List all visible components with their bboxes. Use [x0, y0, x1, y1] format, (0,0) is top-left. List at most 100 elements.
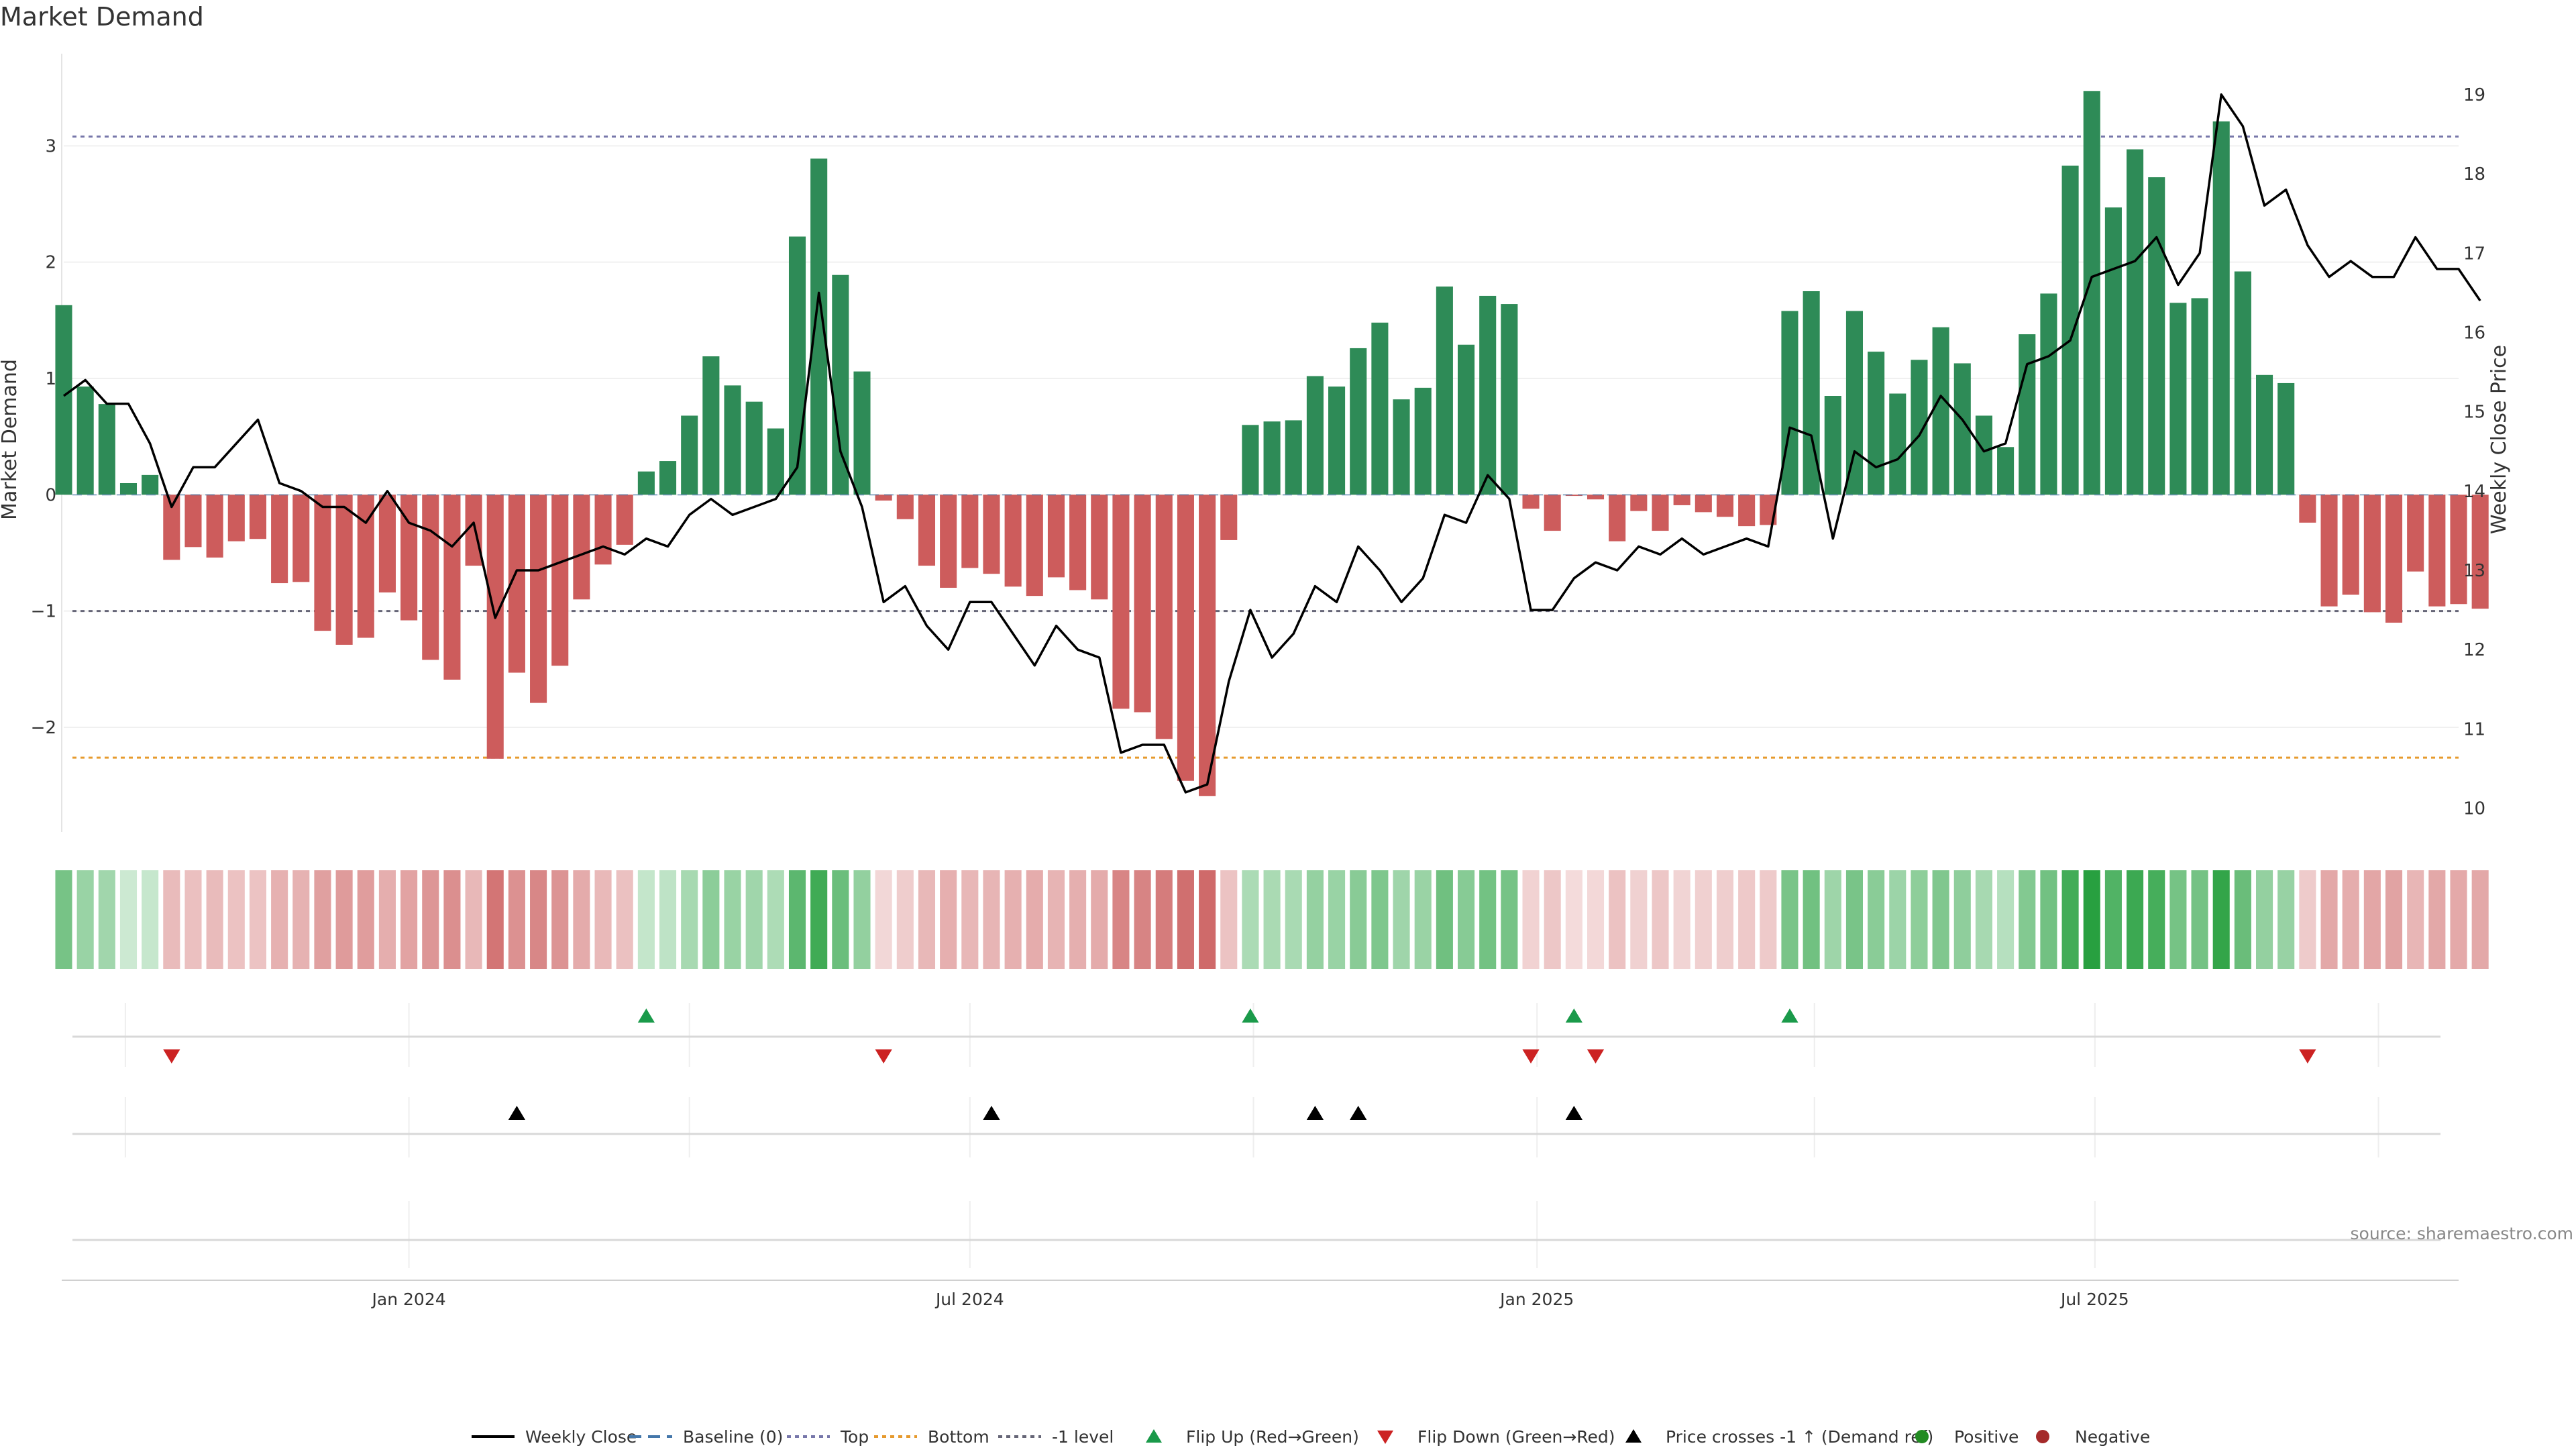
heat-cell [616, 870, 633, 969]
heat-cell [1673, 870, 1690, 969]
heat-cell [1199, 870, 1216, 969]
heat-cell [1177, 870, 1194, 969]
flip-up-marker [1242, 1008, 1259, 1023]
demand-bar [227, 495, 245, 541]
heat-cell [1026, 870, 1043, 969]
heat-cell [1091, 870, 1108, 969]
demand-bar [594, 495, 612, 565]
heat-cell [2019, 870, 2036, 969]
heat-cell [1263, 870, 1281, 969]
heat-cell [681, 870, 698, 969]
y-tick-label: 2 [45, 253, 56, 273]
heat-cell [55, 870, 72, 969]
legend-label: Weekly Close [525, 1427, 637, 1447]
heat-cell [1932, 870, 1949, 969]
heat-cell [1911, 870, 1928, 969]
demand-bar [335, 495, 353, 645]
demand-bar [1026, 495, 1043, 597]
demand-bar [1155, 495, 1173, 739]
reference-lines [72, 135, 2459, 759]
heat-cell [2040, 870, 2057, 969]
demand-bar [1393, 399, 1410, 495]
demand-bar [2169, 303, 2187, 495]
heat-cell [530, 870, 547, 969]
demand-bars [55, 91, 2489, 796]
price-cross-marker [1565, 1106, 1582, 1120]
y-tick-label: 1 [45, 369, 56, 389]
heat-cell [422, 870, 439, 969]
heat-cell [357, 870, 374, 969]
heat-cell [119, 870, 138, 969]
legend-swatch [1146, 1429, 1162, 1443]
demand-bar [1220, 495, 1238, 540]
demand-bar [1824, 396, 1841, 495]
heat-cell [1889, 870, 1907, 969]
y2-tick-label: 15 [2463, 403, 2485, 423]
heat-cell [896, 870, 914, 969]
heat-cell [1544, 870, 1561, 969]
heat-cell [810, 870, 828, 969]
demand-bar [681, 415, 698, 495]
heat-cell [875, 870, 892, 969]
demand-bar [940, 495, 957, 588]
flip-down-marker [875, 1049, 892, 1064]
demand-bar [422, 495, 439, 660]
demand-heat-strip [55, 870, 2489, 969]
heat-cell [271, 870, 288, 969]
legend-label: Flip Down (Green→Red) [1417, 1427, 1615, 1447]
demand-bar [616, 495, 633, 545]
heat-cell [2363, 870, 2381, 969]
demand-bar [2320, 495, 2338, 607]
demand-bar [745, 401, 763, 495]
demand-bar [659, 461, 677, 495]
legend-label: Bottom [928, 1427, 989, 1447]
demand-bar [767, 428, 784, 495]
demand-bar [702, 356, 720, 495]
legend-label: Top [840, 1427, 869, 1447]
heat-cell [1436, 870, 1453, 969]
legend-item: Weekly Close [472, 1427, 637, 1447]
y-tick-label: −2 [31, 718, 56, 738]
legend-label: Baseline (0) [683, 1427, 783, 1447]
heat-cell [1371, 870, 1389, 969]
demand-bar [76, 386, 94, 495]
demand-bar [961, 495, 979, 568]
y2-tick-label: 17 [2463, 244, 2485, 264]
heat-cell [2255, 870, 2273, 969]
demand-bar [1263, 421, 1281, 495]
heat-cell [2277, 870, 2295, 969]
demand-bar [1889, 393, 1907, 495]
heat-cell [443, 870, 461, 969]
y-axis-label: Market Demand [0, 359, 21, 520]
y-tick-label: 3 [45, 136, 56, 156]
legend-item: Positive [1915, 1427, 2019, 1447]
heat-cell [1845, 870, 1864, 969]
heat-cell [335, 870, 353, 969]
heat-cell [573, 870, 590, 969]
demand-bar [1436, 287, 1453, 495]
demand-bar [1975, 415, 1992, 495]
y-tick-label: −1 [31, 602, 56, 622]
demand-bar [292, 495, 310, 582]
demand-bar [1868, 352, 1885, 495]
heat-cell [1975, 870, 1992, 969]
demand-bar [1522, 495, 1540, 509]
flip-up-marker [1565, 1008, 1582, 1023]
demand-bar [2212, 121, 2230, 495]
heat-cell [2299, 870, 2316, 969]
heat-cell [2342, 870, 2359, 969]
heat-cell [2191, 870, 2208, 969]
heat-cell [465, 870, 482, 969]
demand-bar [918, 495, 936, 566]
demand-bar [1091, 495, 1108, 600]
heat-cell [98, 870, 115, 969]
demand-bar [983, 495, 1000, 574]
y-tick-label: 0 [45, 485, 56, 505]
heat-cell [594, 870, 612, 969]
heat-cell [918, 870, 936, 969]
price-cross-marker [1350, 1106, 1367, 1120]
heat-cell [2212, 870, 2230, 969]
heat-cell [1306, 870, 1324, 969]
heat-cell [314, 870, 331, 969]
demand-bar [788, 236, 806, 495]
